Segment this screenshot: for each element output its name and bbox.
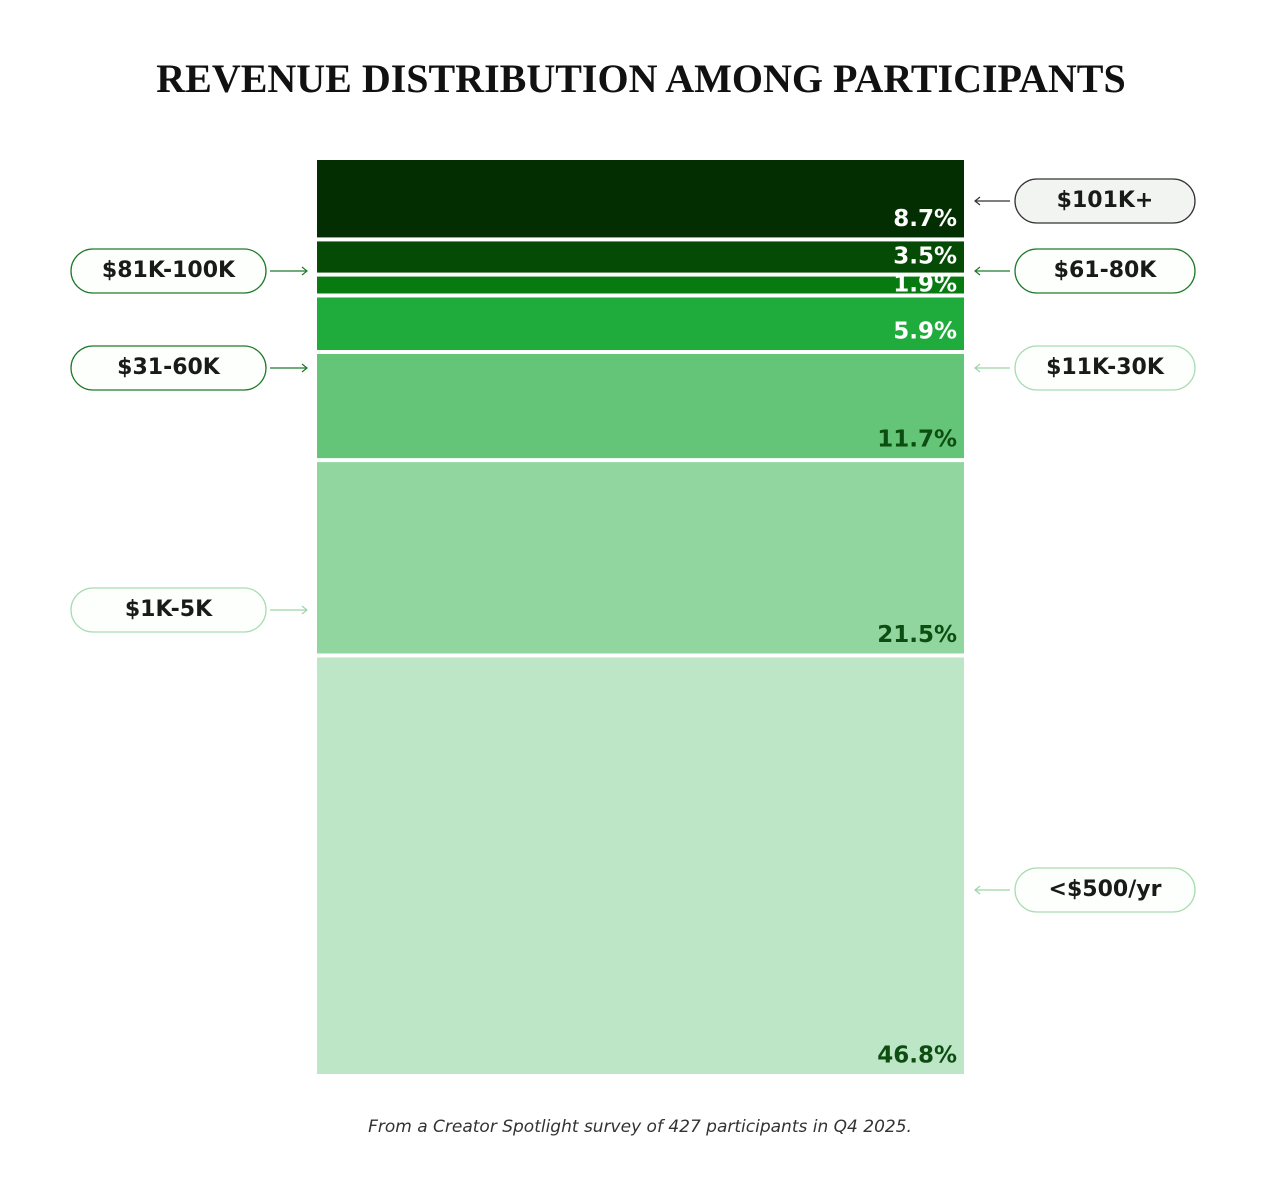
category-label: $1K-5K (125, 597, 213, 622)
value-label: 46.8% (877, 1043, 957, 1069)
category-pill (1014, 248, 1196, 294)
segment (317, 276, 964, 294)
category-pill (70, 248, 267, 294)
segment (317, 241, 964, 273)
value-label: 8.7% (893, 206, 957, 232)
category-label: $11K-30K (1046, 355, 1165, 380)
category-label: $81K-100K (102, 258, 236, 283)
category-label: $31-60K (117, 355, 221, 380)
value-label: 5.9% (893, 319, 957, 345)
category-pill (70, 587, 267, 633)
value-label: 21.5% (877, 622, 957, 648)
arrow-head (301, 266, 308, 276)
segment (317, 160, 964, 238)
category-label: <$500/yr (1049, 877, 1162, 902)
caption: From a Creator Spotlight survey of 427 p… (368, 1117, 912, 1137)
arrow-head (974, 363, 981, 373)
value-label: 11.7% (877, 427, 957, 453)
arrow-head (301, 605, 308, 615)
arrow-head (974, 885, 981, 895)
category-pill (1014, 178, 1196, 224)
value-label: 1.9% (893, 272, 957, 298)
category-pill (1014, 867, 1196, 913)
category-pill (70, 345, 267, 391)
category-pill (1014, 345, 1196, 391)
value-label: 3.5% (893, 244, 957, 270)
segment (317, 354, 964, 459)
category-label: $101K+ (1057, 188, 1154, 213)
arrow-head (974, 266, 981, 276)
arrow-head (974, 196, 981, 206)
arrow-head (301, 363, 308, 373)
category-label: $61-80K (1054, 258, 1158, 283)
segment (317, 462, 964, 654)
chart-title: REVENUE DISTRIBUTION AMONG PARTICIPANTS (156, 56, 1125, 101)
segment (317, 657, 964, 1074)
segment (317, 297, 964, 350)
